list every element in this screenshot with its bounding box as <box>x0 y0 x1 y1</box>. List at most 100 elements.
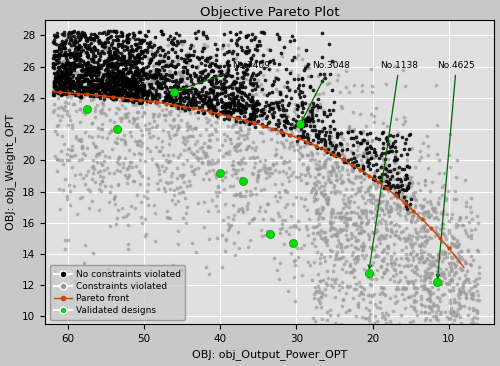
Point <box>236 101 244 107</box>
Point <box>184 146 192 152</box>
Point <box>232 116 240 122</box>
Point <box>114 86 122 92</box>
Point <box>324 155 332 161</box>
Point <box>240 193 248 199</box>
Point <box>132 84 140 90</box>
Point <box>98 48 106 54</box>
Point <box>199 98 207 104</box>
Point <box>100 167 108 173</box>
Point <box>452 299 460 305</box>
Point <box>106 223 114 228</box>
Point <box>138 92 145 98</box>
Point <box>172 90 180 96</box>
Point <box>455 217 463 223</box>
Point <box>357 157 365 163</box>
Point <box>53 69 61 75</box>
Point <box>360 228 368 234</box>
Point <box>232 122 240 127</box>
Point <box>74 83 82 89</box>
Point <box>423 227 431 233</box>
Point <box>205 137 213 142</box>
Point <box>432 209 440 215</box>
Point <box>253 178 261 184</box>
Point <box>386 162 394 168</box>
Point <box>174 102 182 108</box>
Point <box>154 45 162 51</box>
Point <box>194 93 202 99</box>
Point <box>158 85 166 90</box>
Point <box>369 259 377 265</box>
Point <box>55 59 63 65</box>
Point <box>66 60 74 66</box>
Point <box>212 64 220 70</box>
Point <box>118 56 126 62</box>
Point <box>90 47 98 53</box>
Point <box>340 254 347 260</box>
Point <box>230 78 237 84</box>
Point <box>334 72 342 78</box>
Point <box>238 205 246 210</box>
Point <box>206 103 214 109</box>
Point <box>406 204 414 210</box>
Point <box>335 214 343 220</box>
Point <box>107 183 115 189</box>
Point <box>338 214 345 220</box>
Point <box>432 224 440 229</box>
Point <box>118 87 126 93</box>
Point <box>130 151 138 157</box>
Point <box>205 168 213 174</box>
Point <box>226 29 234 35</box>
Point <box>331 126 339 132</box>
Point <box>104 62 112 68</box>
Point <box>126 159 134 165</box>
Point <box>424 303 432 309</box>
Point <box>71 84 79 90</box>
Point <box>153 97 161 103</box>
Point <box>362 154 370 160</box>
Point <box>420 309 428 314</box>
Point <box>355 279 363 285</box>
Point <box>140 91 148 97</box>
Point <box>70 83 78 89</box>
Point <box>303 180 311 186</box>
Point <box>425 296 433 302</box>
Point <box>372 253 380 258</box>
Point <box>112 135 120 141</box>
Point <box>220 88 228 94</box>
Point <box>284 178 292 184</box>
Point <box>202 57 209 63</box>
Point <box>90 163 98 169</box>
Point <box>64 73 72 79</box>
Point <box>96 92 104 97</box>
Point <box>120 71 128 76</box>
Point <box>67 81 75 87</box>
Point <box>308 152 316 158</box>
Point <box>362 315 370 321</box>
Point <box>88 157 96 163</box>
Point <box>280 241 287 247</box>
Point <box>254 77 262 83</box>
Point <box>370 229 378 235</box>
Point <box>306 83 314 89</box>
Point <box>404 294 411 300</box>
Point <box>128 48 136 53</box>
Point <box>285 165 293 171</box>
Point <box>248 116 256 122</box>
Point <box>263 92 271 98</box>
Point <box>242 67 250 72</box>
Point <box>266 170 274 176</box>
Point <box>148 51 156 56</box>
Point <box>66 42 74 48</box>
Point <box>383 138 391 143</box>
Point <box>288 127 296 133</box>
Point <box>208 67 216 73</box>
Point <box>341 244 349 250</box>
Point <box>304 135 312 141</box>
Point <box>220 81 228 87</box>
Point <box>119 83 127 89</box>
Point <box>310 157 318 163</box>
Point <box>78 95 86 101</box>
Point <box>120 95 128 101</box>
Point <box>239 98 247 104</box>
Point <box>413 312 421 318</box>
